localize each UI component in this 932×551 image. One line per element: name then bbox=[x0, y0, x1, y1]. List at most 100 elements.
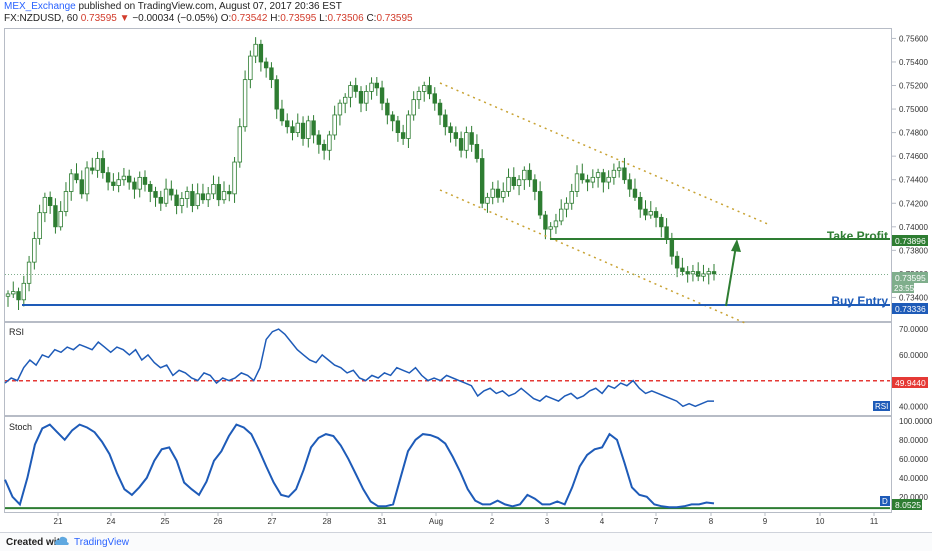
candle bbox=[58, 201, 63, 231]
candle bbox=[469, 125, 474, 152]
candle bbox=[674, 251, 680, 278]
candle bbox=[100, 150, 106, 179]
candle bbox=[685, 266, 690, 283]
candle bbox=[195, 183, 200, 210]
buy-entry-badge-value: 0.73336 bbox=[895, 304, 926, 314]
footer: Created with TradingView bbox=[0, 532, 932, 551]
stoch-axis-tick: 60.0000 bbox=[899, 455, 928, 464]
candle bbox=[84, 161, 90, 202]
close-value: 0.73595 bbox=[376, 13, 413, 24]
candle bbox=[422, 81, 427, 102]
publisher-username[interactable]: MEX_Exchange bbox=[4, 1, 76, 12]
candle bbox=[153, 186, 158, 207]
tradingview-brand[interactable]: TradingView bbox=[74, 537, 130, 548]
candle bbox=[553, 213, 559, 234]
candle bbox=[227, 184, 232, 202]
candle bbox=[590, 169, 596, 189]
candle bbox=[74, 163, 79, 184]
arrow-head-icon bbox=[731, 239, 741, 252]
candle bbox=[179, 192, 185, 214]
price-axis-tick: 0.74800 bbox=[899, 129, 928, 138]
candle bbox=[464, 126, 469, 159]
take-profit-label: Take Profit bbox=[827, 229, 888, 243]
candle bbox=[395, 115, 401, 142]
candle bbox=[321, 139, 327, 160]
candle bbox=[532, 174, 538, 201]
time-axis-tick: 2 bbox=[490, 517, 495, 526]
candle bbox=[132, 177, 137, 199]
high-label: H: bbox=[270, 13, 281, 24]
candle bbox=[448, 122, 453, 143]
candle bbox=[458, 131, 464, 158]
rsi-pane-frame bbox=[4, 322, 892, 416]
candle bbox=[105, 166, 111, 191]
candle bbox=[474, 134, 480, 163]
time-axis-tick: 11 bbox=[870, 517, 879, 526]
candle bbox=[632, 178, 638, 201]
candle bbox=[495, 180, 501, 203]
time-axis-tick: 8 bbox=[709, 517, 714, 526]
price-axis-tick: 0.74200 bbox=[899, 199, 928, 208]
candle bbox=[406, 110, 411, 149]
candle bbox=[559, 199, 564, 226]
time-axis-tick: 27 bbox=[268, 517, 277, 526]
price-axis-tick: 0.73800 bbox=[899, 246, 928, 255]
candle bbox=[11, 281, 16, 299]
countdown-value: 23:55 bbox=[894, 284, 915, 293]
candle bbox=[622, 157, 627, 184]
candle bbox=[416, 86, 422, 109]
price-axis[interactable]: 0.75600 0.75400 0.75200 0.75000 0.74800 0.746… bbox=[892, 34, 932, 502]
candle bbox=[95, 151, 100, 178]
candle bbox=[353, 77, 358, 98]
candle bbox=[211, 175, 216, 200]
candle bbox=[711, 264, 717, 281]
time-axis-tick: Aug bbox=[429, 517, 443, 526]
stoch-line[interactable] bbox=[4, 423, 715, 509]
stoch-value-badge bbox=[892, 499, 922, 510]
candle bbox=[32, 231, 37, 270]
candle bbox=[390, 111, 395, 132]
candle bbox=[543, 210, 548, 240]
target-arrow-line bbox=[725, 245, 737, 307]
candle bbox=[63, 182, 69, 217]
candle bbox=[400, 124, 406, 145]
candle bbox=[242, 70, 248, 132]
candle bbox=[274, 75, 279, 119]
open-label: O: bbox=[220, 13, 232, 24]
price-axis-tick: 0.74000 bbox=[899, 223, 928, 232]
candle bbox=[585, 174, 590, 192]
channel-lower-line[interactable] bbox=[439, 189, 746, 324]
candle bbox=[337, 99, 343, 126]
stoch-axis-tick: 40.0000 bbox=[899, 474, 928, 483]
rsi-axis-tick: 60.0000 bbox=[899, 351, 928, 360]
candle bbox=[648, 201, 653, 219]
price-axis-tick: 0.75400 bbox=[899, 58, 928, 67]
candle bbox=[369, 77, 374, 100]
candle bbox=[643, 200, 648, 221]
stoch-tag-label: D bbox=[882, 497, 888, 506]
candle bbox=[137, 171, 142, 198]
price-axis-tick: 0.73400 bbox=[899, 293, 928, 302]
publish-info: published on TradingView.com, August 07,… bbox=[75, 1, 342, 12]
candle bbox=[342, 93, 348, 114]
candle bbox=[364, 85, 369, 112]
candle bbox=[111, 173, 116, 191]
candle bbox=[611, 163, 617, 185]
rsi-line[interactable] bbox=[4, 328, 714, 408]
time-axis-tick: 26 bbox=[214, 517, 223, 526]
trading-chart[interactable]: Take Profit Buy Entry RSI Stoch 0.756000… bbox=[0, 0, 932, 532]
candle bbox=[501, 182, 506, 203]
price-axis-tick: 0.75000 bbox=[899, 105, 928, 114]
channel-upper-line[interactable] bbox=[439, 82, 771, 226]
price-change: −0.00034 (−0.05%) bbox=[132, 13, 218, 24]
candle bbox=[374, 77, 380, 96]
time-axis-tick: 4 bbox=[600, 517, 605, 526]
candle bbox=[690, 264, 696, 282]
stoch-axis-tick: 100.0000 bbox=[899, 417, 932, 426]
time-axis[interactable]: 21 24 25 26 27 28 31 Aug 2 3 4 7 8 9 10 11 bbox=[54, 512, 879, 526]
candle bbox=[606, 170, 611, 190]
stoch-title: Stoch bbox=[9, 422, 32, 432]
candle bbox=[548, 222, 553, 239]
time-axis-tick: 10 bbox=[816, 517, 825, 526]
candle bbox=[695, 262, 701, 282]
